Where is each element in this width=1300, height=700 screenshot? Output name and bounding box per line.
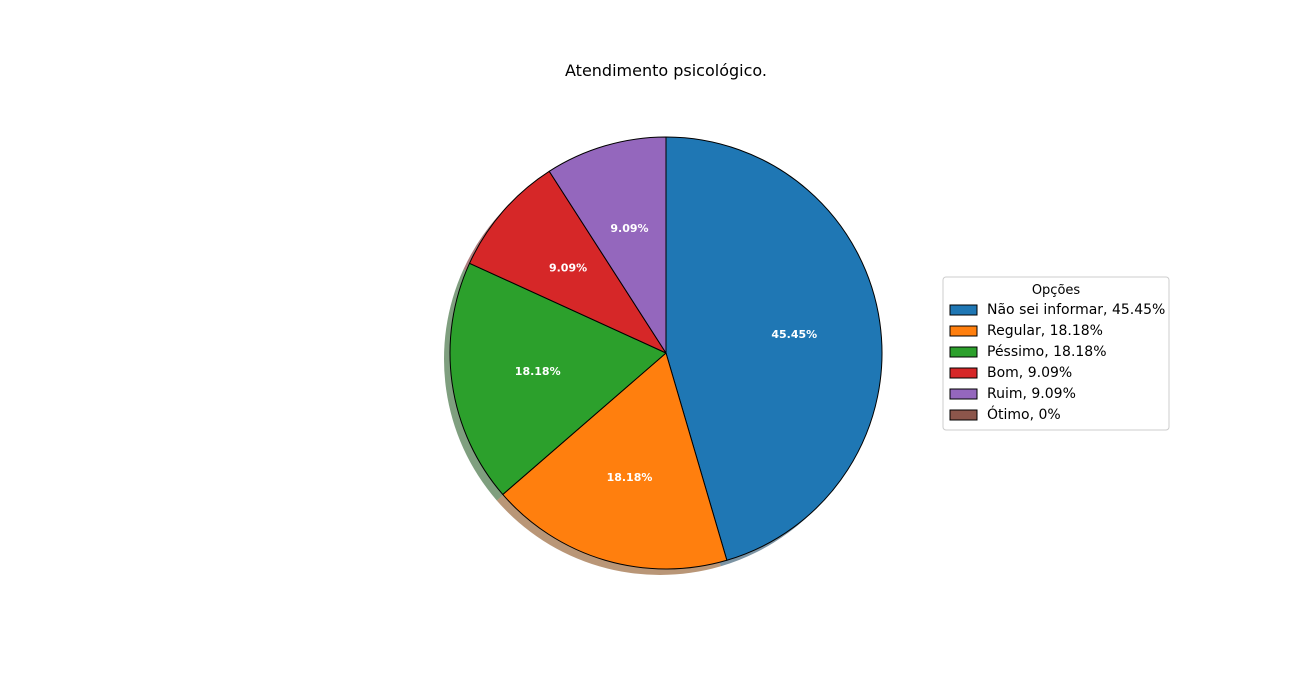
pie-slice-ruim: [548, 136, 667, 354]
legend-swatch-bom: [949, 367, 978, 379]
slice-label-bom: 9.09%: [549, 262, 587, 275]
legend-item-ruim: Ruim, 9.09%: [949, 386, 1076, 402]
legend-item-regular: Regular, 18.18%: [949, 323, 1103, 339]
chart-title: Atendimento psicológico.: [565, 61, 767, 80]
legend-label-ruim: Ruim, 9.09%: [987, 386, 1076, 402]
slice-label-pessimo: 18.18%: [515, 365, 561, 378]
legend-swatch-ruim: [949, 388, 978, 400]
legend-label-otimo: Ótimo, 0%: [987, 405, 1061, 423]
slice-label-nao-sei-informar: 45.45%: [771, 328, 817, 341]
legend-label-nao-sei-informar: Não sei informar, 45.45%: [987, 302, 1165, 318]
legend-swatch-nao-sei-informar: [949, 304, 978, 316]
pie-slice-pessimo: [449, 262, 667, 495]
legend-label-pessimo: Péssimo, 18.18%: [987, 344, 1107, 360]
pie-slice-nao-sei-informar: [665, 136, 883, 561]
legend-swatch-otimo: [949, 409, 978, 421]
pie-slice-regular: [502, 352, 728, 570]
legend-item-otimo: Ótimo, 0%: [949, 405, 1061, 423]
legend-swatch-pessimo: [949, 346, 978, 358]
pie-percent-labels: 45.45% 18.18% 18.18% 9.09% 9.09%: [515, 222, 817, 484]
legend-frame: [942, 276, 1170, 431]
legend-label-regular: Regular, 18.18%: [987, 323, 1103, 339]
legend-item-nao-sei-informar: Não sei informar, 45.45%: [949, 302, 1165, 318]
chart-legend: Opções Não sei informar, 45.45% Regular, …: [942, 276, 1170, 431]
legend-item-pessimo: Péssimo, 18.18%: [949, 344, 1107, 360]
legend-label-bom: Bom, 9.09%: [987, 365, 1072, 381]
pie-slice-bom: [469, 170, 667, 354]
slice-label-ruim: 9.09%: [610, 222, 648, 235]
legend-items: Não sei informar, 45.45% Regular, 18.18% P…: [949, 302, 1165, 423]
legend-title: Opções: [1032, 283, 1081, 298]
legend-swatch-regular: [949, 325, 978, 337]
legend-item-bom: Bom, 9.09%: [949, 365, 1072, 381]
pie-slices: [449, 136, 883, 570]
slice-label-regular: 18.18%: [607, 471, 653, 484]
